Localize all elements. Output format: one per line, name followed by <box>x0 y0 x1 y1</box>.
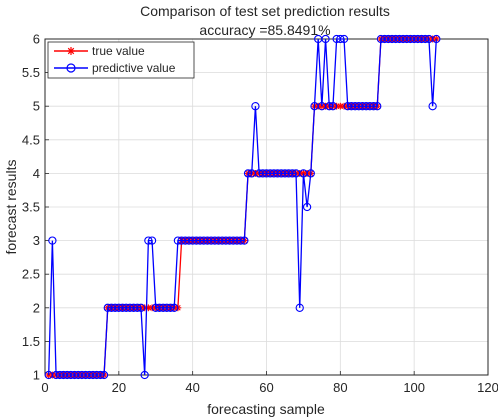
data-point <box>339 34 349 44</box>
y-tick-label: 2 <box>33 300 40 315</box>
legend-true-marker <box>67 47 75 55</box>
x-tick-label: 80 <box>333 380 347 395</box>
chart-subtitle: accuracy =85.8491% <box>199 22 330 38</box>
data-point <box>144 236 153 245</box>
data-point <box>428 102 437 111</box>
legend: true value predictive value <box>47 41 195 79</box>
grid <box>44 38 489 376</box>
data-point <box>321 34 330 44</box>
legend-true-label: true value <box>92 44 145 58</box>
legend-pred-label: predictive value <box>92 61 176 75</box>
series-predictive-value <box>44 34 441 380</box>
data-point <box>336 34 345 44</box>
data-point <box>325 102 334 111</box>
ticks: 0 20 40 60 80 100 120 1 1.5 2 2.5 3 3.5 4 4.5 5 5.5 6 <box>22 32 498 396</box>
x-tick-label: 100 <box>403 380 425 395</box>
y-axis-label: forecast results <box>3 160 19 255</box>
data-point <box>369 102 378 111</box>
y-tick-label: 3 <box>33 233 40 248</box>
x-tick-label: 20 <box>112 380 126 395</box>
y-tick-label: 2.5 <box>22 267 40 282</box>
x-tick-label: 120 <box>477 380 498 395</box>
series-line <box>48 38 437 376</box>
legend-pred-marker <box>66 63 76 73</box>
data-point <box>170 303 179 312</box>
data-point <box>295 303 304 312</box>
data-point <box>251 102 260 111</box>
y-tick-label: 3.5 <box>22 200 40 215</box>
data-point <box>48 236 57 245</box>
data-point <box>147 236 157 245</box>
data-point <box>432 34 441 44</box>
y-tick-label: 1.5 <box>22 334 40 349</box>
y-tick-label: 4 <box>33 166 40 181</box>
data-point <box>288 169 297 178</box>
data-point <box>236 236 245 245</box>
x-axis-label: forecasting sample <box>207 401 325 417</box>
data-point <box>96 370 105 380</box>
x-tick-label: 40 <box>185 380 199 395</box>
data-point <box>136 303 146 312</box>
data-point <box>133 303 142 312</box>
x-tick-label: 60 <box>259 380 273 395</box>
data-point <box>140 370 149 380</box>
data-point <box>306 169 315 178</box>
x-tick-label: 0 <box>41 380 48 395</box>
data-point <box>328 102 338 111</box>
data-point <box>243 169 253 178</box>
data-point <box>99 370 109 380</box>
y-tick-label: 1 <box>33 368 40 383</box>
y-tick-label: 5.5 <box>22 65 40 80</box>
data-point <box>166 303 175 312</box>
y-tick-label: 5 <box>33 99 40 114</box>
data-point <box>421 34 430 44</box>
data-point <box>240 236 249 245</box>
data-point <box>373 102 382 111</box>
data-point <box>302 202 312 212</box>
chart-title: Comparison of test set prediction result… <box>140 3 390 19</box>
y-tick-label: 4.5 <box>22 132 40 147</box>
y-tick-label: 6 <box>33 32 40 47</box>
